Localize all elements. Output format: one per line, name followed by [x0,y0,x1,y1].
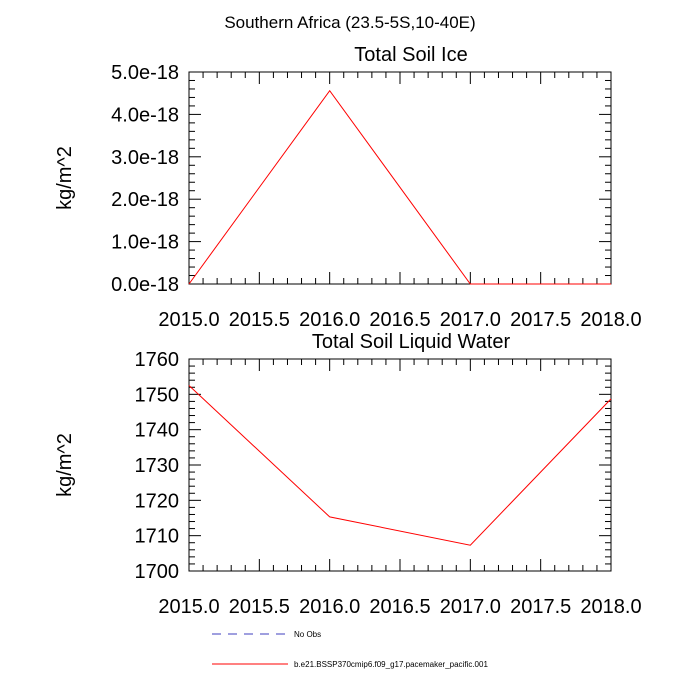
x-tick-label: 2017.0 [440,596,501,618]
chart-panel-1: Total Soil Ice kg/m^2 2015.0 2015.5 2016.0 20… [54,44,642,331]
x-tick-label: 2017.5 [510,309,571,331]
x-tick-label: 2016.0 [299,309,360,331]
y-tick-label: 1720 [135,490,180,512]
x-tick-label: 2015.5 [229,596,290,618]
y-tick-label: 1710 [135,526,180,548]
chart-panels: Total Soil Ice kg/m^2 2015.0 2015.5 2016.0 20… [54,44,642,618]
plot-frame [188,71,612,285]
y-axis-label: kg/m^2 [54,433,76,497]
x-tick-label: 2015.5 [229,309,290,331]
y-tick-label: 1740 [135,420,180,442]
y-tick-label: 1730 [135,455,180,477]
y-tick-label: 1.0e-18 [111,232,179,254]
x-tick-label: 2015.0 [158,309,219,331]
x-tick-label: 2015.0 [158,596,219,618]
x-tick-label: 2018.0 [580,309,641,331]
y-axis-label: kg/m^2 [54,146,76,210]
legend: No Obs b.e21.BSSP370cmip6.f09_g17.pacema… [212,630,488,669]
y-tick-label: 4.0e-18 [111,104,179,126]
chart-panel-2: Total Soil Liquid Water kg/m^2 2015.0 2015.… [54,331,642,618]
y-tick-label: 2.0e-18 [111,189,179,211]
y-tick-label: 1750 [135,384,180,406]
x-tick-label: 2016.0 [299,596,360,618]
y-tick-label: 1700 [135,561,180,583]
x-tick-label: 2017.0 [440,309,501,331]
y-tick-label: 0.0e-18 [111,274,179,296]
y-tick-label: 1760 [135,349,180,371]
figure-title: Southern Africa (23.5-5S,10-40E) [224,13,475,32]
series-line-1 [188,89,611,285]
y-tick-label: 3.0e-18 [111,147,179,169]
panel-title: Total Soil Liquid Water [312,331,511,353]
series-line-1 [188,385,612,546]
x-tick-label: 2016.5 [369,596,430,618]
x-tick-label: 2016.5 [369,309,430,331]
x-tick-label: 2017.5 [510,596,571,618]
legend-obs-label: No Obs [294,630,321,639]
x-tick-label: 2018.0 [580,596,641,618]
panel-title: Total Soil Ice [354,44,467,66]
y-tick-label: 5.0e-18 [111,62,179,84]
legend-model-label: b.e21.BSSP370cmip6.f09_g17.pacemaker_pac… [294,660,488,669]
